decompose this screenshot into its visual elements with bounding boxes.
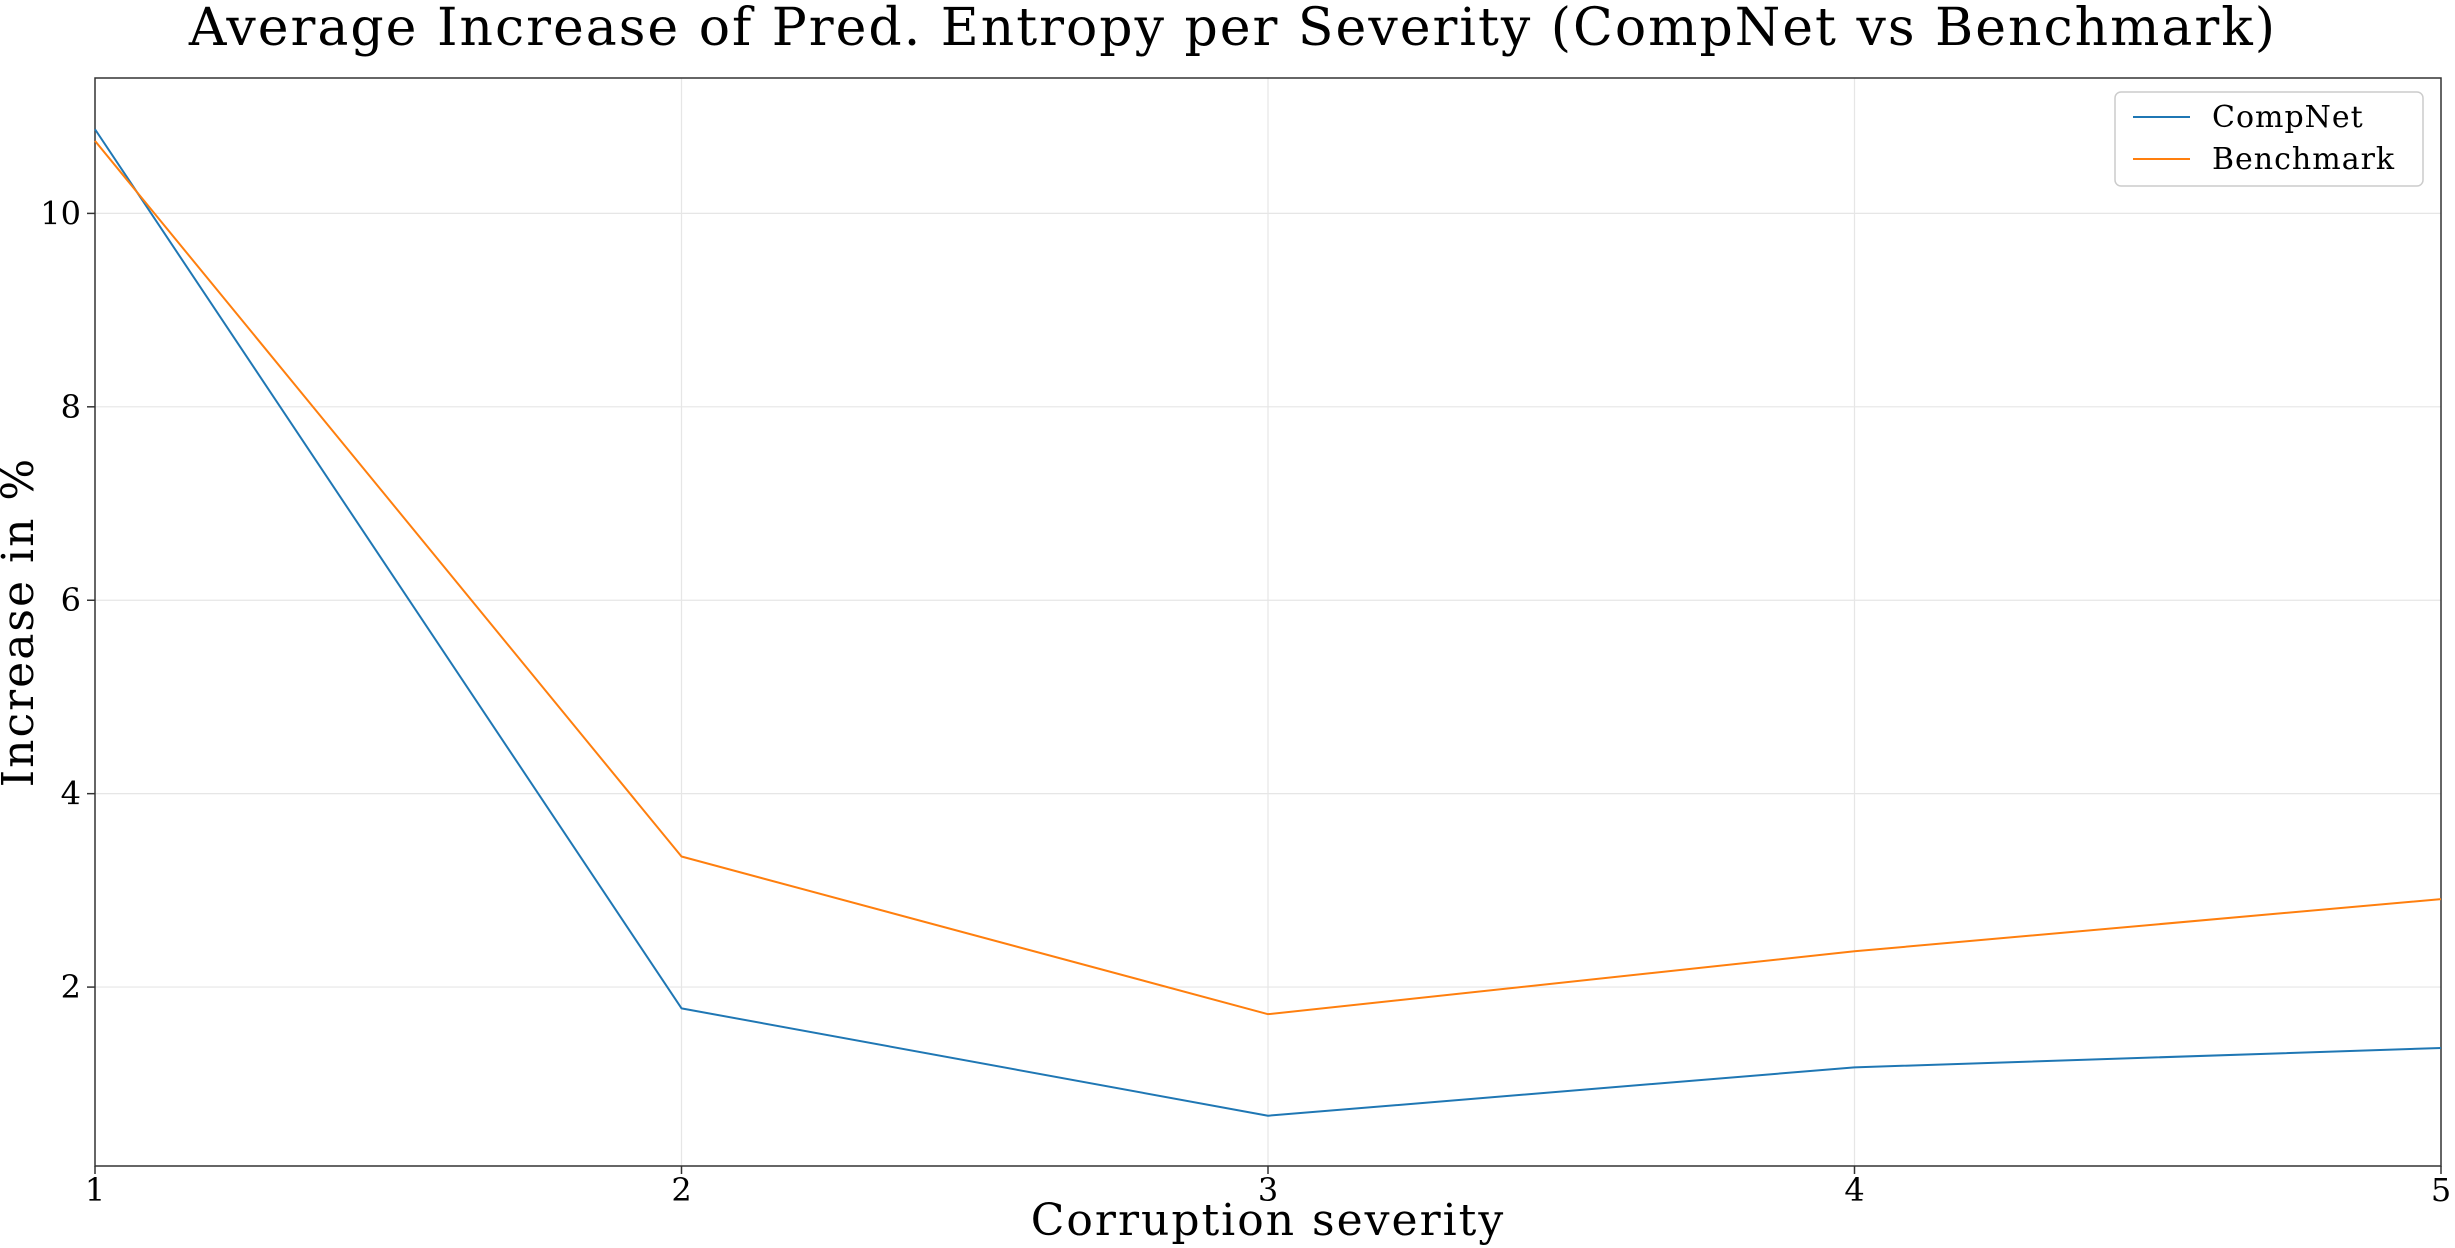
y-tick-label: 10 [40, 194, 81, 232]
x-tick-label: 3 [1258, 1171, 1278, 1209]
series-line-benchmark [94, 140, 2442, 1016]
series-line-compnet [94, 128, 2442, 1117]
x-tick-label: 2 [671, 1171, 691, 1209]
y-tick-label: 6 [61, 581, 81, 619]
x-axis-label: Corruption severity [1031, 1195, 1505, 1246]
legend: CompNet Benchmark [2114, 91, 2424, 187]
legend-label-benchmark: Benchmark [2212, 142, 2395, 177]
y-tick-label: 2 [61, 968, 81, 1006]
y-tick-label: 4 [61, 775, 81, 813]
grid-lines [95, 78, 2441, 1166]
chart-title: Average Increase of Pred. Entropy per Se… [188, 0, 2277, 58]
series-layer [94, 128, 2442, 1117]
legend-box [2114, 91, 2424, 187]
x-tick-label: 4 [1844, 1171, 1864, 1209]
y-tick-label: 8 [61, 388, 81, 426]
legend-label-compnet: CompNet [2212, 100, 2364, 135]
x-tick-label: 5 [2431, 1171, 2451, 1209]
y-axis-ticks: 2 4 6 8 10 [40, 194, 95, 1006]
y-axis-label: Increase in % [0, 457, 44, 787]
x-axis-ticks: 1 2 3 4 5 [85, 1166, 2451, 1209]
x-tick-label: 1 [85, 1171, 105, 1209]
